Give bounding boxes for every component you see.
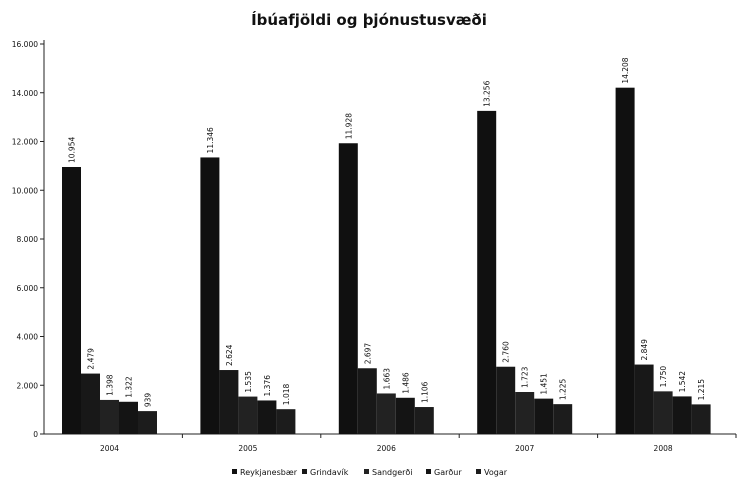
data-label: 1.723 — [521, 366, 530, 388]
data-label: 1.376 — [263, 375, 272, 397]
bar — [100, 399, 119, 434]
data-label: 1.106 — [420, 381, 429, 403]
bar — [219, 370, 239, 434]
bar — [357, 368, 377, 434]
legend-swatch — [302, 469, 307, 474]
bar — [257, 400, 277, 434]
legend-swatch — [476, 469, 481, 474]
data-label: 14.208 — [621, 57, 630, 83]
bar — [691, 404, 711, 434]
legend-label: Grindavík — [310, 468, 349, 477]
y-tick-label: 16.000 — [12, 40, 38, 49]
bar — [238, 396, 258, 434]
bar — [653, 391, 673, 434]
bar — [672, 396, 692, 434]
legend-label: Sandgerði — [372, 468, 413, 477]
bars — [62, 87, 711, 435]
bar — [81, 373, 100, 434]
bar — [515, 392, 535, 434]
data-label: 2.760 — [502, 341, 511, 363]
y-tick-label: 4.000 — [17, 333, 39, 342]
bar — [376, 393, 396, 434]
bar — [553, 404, 573, 434]
data-label: 2.479 — [87, 348, 96, 370]
data-label: 1.398 — [106, 374, 115, 396]
data-label: 11.346 — [206, 127, 215, 153]
bar — [395, 397, 415, 434]
data-label: 1.322 — [125, 376, 134, 398]
y-tick-label: 6.000 — [17, 284, 39, 293]
data-labels: 10.954 2.479 1.398 1.322 939 11.346 2.624 1.535… — [68, 57, 707, 407]
legend-swatch — [232, 469, 237, 474]
bar — [276, 409, 296, 434]
legend: Reykjanesbær Grindavík Sandgerði Garður Voga… — [232, 468, 508, 477]
legend-label: Garður — [434, 468, 462, 477]
legend-label: Reykjanesbær — [240, 468, 298, 477]
legend-swatch — [364, 469, 369, 474]
data-label: 1.663 — [382, 368, 391, 390]
data-label: 11.928 — [344, 113, 353, 139]
bar — [534, 398, 554, 434]
data-label: 2.849 — [640, 339, 649, 361]
x-tick-label: 2004 — [100, 444, 119, 453]
data-label: 1.451 — [540, 373, 549, 395]
x-tick-label: 2006 — [377, 444, 396, 453]
legend-swatch — [426, 469, 431, 474]
data-label: 10.954 — [68, 137, 77, 163]
y-tick-label: 8.000 — [17, 235, 39, 244]
data-label: 1.486 — [401, 372, 410, 394]
chart-title: Íbúafjöldi og þjónustusvæði — [251, 10, 487, 29]
data-label: 1.535 — [244, 371, 253, 393]
x-tick-label: 2007 — [515, 444, 534, 453]
data-label: 2.624 — [225, 344, 234, 366]
y-tick-label: 2.000 — [17, 381, 39, 390]
bar — [338, 143, 358, 434]
data-label: 939 — [144, 393, 153, 408]
y-tick-label: 12.000 — [12, 138, 38, 147]
data-label: 1.018 — [282, 383, 291, 405]
y-tick-label: 0 — [33, 430, 38, 439]
bar — [119, 401, 138, 434]
y-tick-label: 14.000 — [12, 89, 38, 98]
data-label: 2.697 — [363, 343, 372, 365]
data-label: 1.215 — [697, 379, 706, 401]
bar — [615, 87, 635, 435]
bar — [138, 411, 157, 434]
x-tick-label: 2005 — [238, 444, 257, 453]
bar — [62, 166, 81, 434]
data-label: 13.256 — [483, 80, 492, 106]
bar — [414, 407, 434, 434]
bar — [496, 366, 516, 434]
y-tick-label: 10.000 — [12, 186, 38, 195]
data-label: 1.225 — [559, 378, 568, 400]
data-label: 1.542 — [678, 371, 687, 393]
bar — [200, 157, 220, 434]
bar — [477, 110, 497, 434]
bar — [634, 364, 654, 434]
x-tick-label: 2008 — [654, 444, 673, 453]
data-label: 1.750 — [659, 366, 668, 388]
legend-label: Vogar — [484, 468, 508, 477]
